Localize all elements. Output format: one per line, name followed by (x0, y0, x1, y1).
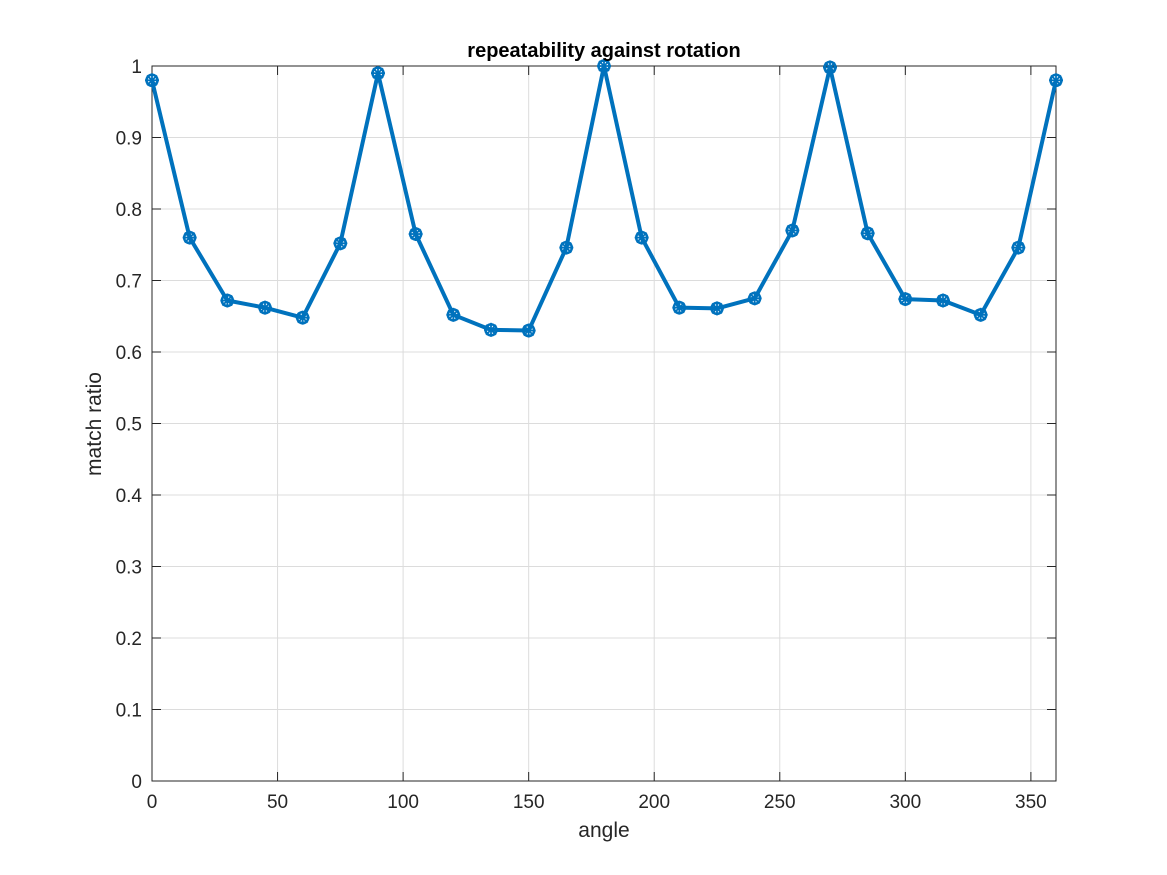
y-tick-label: 0.6 (116, 343, 142, 364)
data-point-marker (295, 310, 310, 325)
data-point-marker (597, 59, 611, 73)
data-point-marker (521, 323, 536, 338)
x-tick-label: 300 (889, 792, 921, 813)
data-point-marker (220, 293, 235, 308)
y-tick-label: 0.3 (116, 558, 142, 579)
data-point-marker (823, 60, 837, 75)
data-point-marker (973, 307, 988, 322)
x-tick-label: 250 (764, 792, 796, 813)
axis-ticks (151, 65, 1056, 782)
chart-title: repeatability against rotation (467, 40, 740, 62)
tick-labels: 0 50 100 150 200 250 300 350 0 0.1 0.2 0.3 0.4 0.5 0.6… (116, 57, 1047, 813)
data-point-marker (182, 230, 197, 245)
x-axis-label: angle (578, 819, 629, 842)
data-point-marker (672, 300, 687, 315)
y-tick-label: 0.4 (116, 486, 143, 507)
x-tick-label: 0 (147, 792, 158, 813)
y-tick-label: 0.7 (116, 272, 142, 293)
data-point-marker (371, 66, 385, 81)
y-tick-label: 0.9 (116, 129, 142, 150)
data-point-marker (634, 230, 649, 245)
y-tick-label: 0.1 (116, 701, 142, 722)
data-point-marker (333, 236, 348, 251)
x-tick-label: 350 (1015, 792, 1047, 813)
data-point-marker (710, 301, 724, 316)
data-point-marker (785, 223, 800, 238)
y-tick-label: 0.5 (116, 415, 142, 436)
data-point-marker (145, 73, 159, 88)
data-point-marker (1011, 240, 1026, 255)
data-point-marker (747, 291, 762, 306)
x-tick-label: 50 (267, 792, 288, 813)
data-point-marker (898, 292, 913, 307)
series-group (145, 59, 1063, 338)
y-axis-label: match ratio (83, 372, 106, 476)
data-point-marker (936, 293, 950, 308)
data-point-marker (258, 300, 272, 315)
data-point-marker (860, 226, 875, 241)
data-point-marker (484, 322, 498, 337)
x-tick-label: 200 (638, 792, 670, 813)
x-tick-label: 100 (387, 792, 419, 813)
y-tick-label: 1 (131, 57, 142, 78)
data-point-marker (1049, 73, 1063, 88)
y-tick-label: 0.2 (116, 629, 142, 650)
data-point-marker (446, 307, 461, 322)
data-point-marker (559, 240, 574, 255)
y-tick-label: 0.8 (116, 200, 142, 221)
y-tick-label: 0 (131, 772, 142, 793)
x-tick-label: 150 (513, 792, 545, 813)
data-point-marker (408, 227, 423, 242)
